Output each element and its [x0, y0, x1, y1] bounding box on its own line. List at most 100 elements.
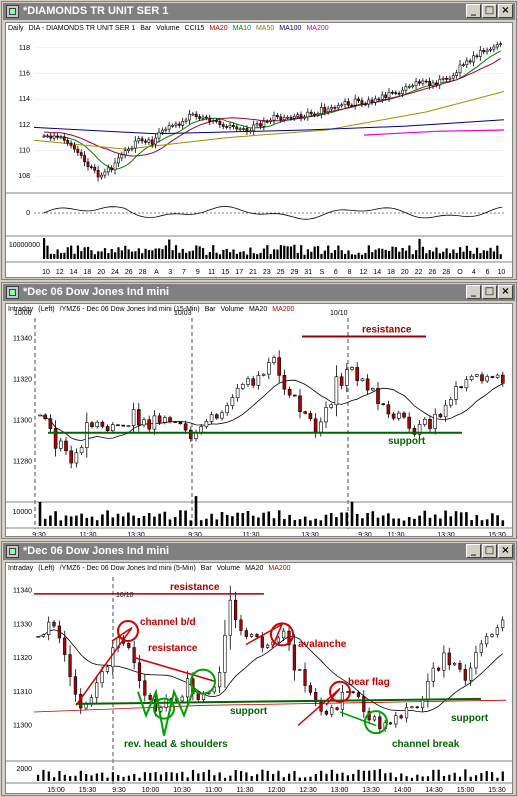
- intraday5-bar: [447, 652, 451, 666]
- maximize-button[interactable]: □: [482, 285, 497, 299]
- volume-bar: [350, 501, 354, 526]
- maximize-button[interactable]: □: [482, 4, 497, 18]
- daily-chart-titlebar[interactable]: *DIAMONDS TR UNIT SER 1 _ □ ×: [3, 3, 515, 20]
- daily-bar: [309, 111, 313, 115]
- intraday-5min-window[interactable]: *Dec 06 Dow Jones Ind mini _ □ × Intrada…: [1, 541, 517, 796]
- volume-bar: [273, 249, 276, 259]
- daily-bar: [407, 85, 411, 88]
- volume-bar: [259, 252, 262, 259]
- intraday5-bar: [180, 696, 184, 702]
- daily-chart-window[interactable]: *DIAMONDS TR UNIT SER 1 _ □ × Daily DIA -…: [1, 1, 517, 280]
- volume-bar: [442, 251, 445, 259]
- daily-bar: [441, 77, 445, 80]
- volume-bar: [360, 254, 364, 259]
- daily-bar: [472, 55, 475, 63]
- volume-bar: [392, 518, 395, 526]
- intraday15-bar: [500, 374, 505, 384]
- intraday5-bar: [330, 707, 334, 715]
- intraday-15min-plot-area[interactable]: Intraday (Left) /YMZ6 - Dec 06 Dow Jones I…: [5, 303, 513, 537]
- intraday15-bar: [277, 357, 282, 376]
- daily-bar: [272, 115, 276, 121]
- y-tick-label: 114: [19, 96, 30, 103]
- close-button[interactable]: ×: [498, 544, 513, 558]
- volume-bar: [159, 774, 163, 781]
- x-tick-label: 25: [277, 269, 285, 276]
- close-button[interactable]: ×: [498, 4, 513, 18]
- volume-bar: [69, 516, 73, 526]
- volume-bar: [388, 250, 391, 259]
- channel-bd-label: channel b/d: [140, 617, 196, 628]
- x-tick-label: 15:30: [488, 532, 506, 537]
- volume-bar: [63, 774, 66, 781]
- maximize-button[interactable]: □: [482, 544, 497, 558]
- intraday-15min-titlebar[interactable]: *Dec 06 Dow Jones Ind mini _ □ ×: [3, 284, 515, 301]
- minimize-button[interactable]: _: [466, 544, 481, 558]
- daily-bar: [316, 113, 320, 116]
- daily-bar: [188, 113, 191, 121]
- x-tick-label: 20: [401, 269, 409, 276]
- intraday-5min-titlebar[interactable]: *Dec 06 Dow Jones Ind mini _ □ ×: [3, 543, 515, 560]
- header-item: Bar: [200, 565, 212, 572]
- daily-bar: [499, 43, 503, 45]
- intraday15-bar: [116, 424, 120, 427]
- daily-bar: [397, 92, 401, 95]
- intraday15-bar: [324, 407, 328, 423]
- intraday5-bar: [351, 691, 355, 694]
- daily-bar: [191, 113, 195, 116]
- date-marker: 10/06: [14, 310, 32, 317]
- daily-bar: [434, 82, 438, 86]
- intraday5-bar: [399, 715, 403, 719]
- daily-bar: [120, 154, 124, 159]
- intraday5-bar: [228, 599, 232, 636]
- intraday15-bar: [152, 415, 157, 430]
- daily-plot-area[interactable]: Daily DIA - DIAMONDS TR UNIT SER 1 Bar Volu…: [5, 22, 513, 278]
- volume-bar: [448, 253, 452, 259]
- daily-bar: [218, 120, 222, 125]
- volume-bar: [279, 245, 282, 259]
- volume-bar: [368, 770, 371, 781]
- volume-bar: [246, 510, 250, 526]
- intraday5-bar: [420, 699, 425, 709]
- x-tick-label: 12: [56, 269, 64, 276]
- volume-scale-label: 2000: [16, 766, 32, 773]
- volume-bar: [355, 513, 359, 526]
- volume-bar: [191, 769, 195, 781]
- volume-bar: [346, 775, 349, 781]
- volume-bar: [76, 245, 80, 259]
- close-button[interactable]: ×: [498, 285, 513, 299]
- channel-break-line: [339, 711, 377, 727]
- header-item: MA200: [306, 25, 329, 32]
- volume-bar: [95, 520, 99, 526]
- daily-bar: [79, 152, 83, 156]
- volume-bar: [242, 251, 245, 259]
- minimize-button[interactable]: _: [466, 285, 481, 299]
- intraday-5min-plot-area[interactable]: Intraday (Left) /YMZ6 - Dec 06 Dow Jones I…: [5, 562, 513, 794]
- x-tick-label: 13:00: [331, 787, 349, 794]
- volume-bar: [116, 513, 120, 526]
- minimize-button[interactable]: _: [466, 4, 481, 18]
- volume-bar: [459, 512, 463, 526]
- volume-bar: [168, 519, 172, 526]
- volume-bar: [350, 254, 353, 259]
- head-shoulders-label: rev. head & shoulders: [124, 739, 228, 750]
- volume-bar: [239, 771, 243, 781]
- daily-bar: [56, 135, 59, 138]
- support-label: support: [230, 706, 268, 717]
- volume-bar: [485, 519, 489, 526]
- volume-bar: [127, 775, 130, 781]
- intraday15-bar: [215, 414, 219, 419]
- daily-bar: [204, 116, 208, 119]
- intraday5-bar: [485, 636, 489, 645]
- y-tick-label: 11300: [13, 723, 32, 730]
- daily-bar: [127, 148, 130, 152]
- daily-bar: [485, 49, 489, 53]
- daily-bar: [390, 91, 394, 94]
- intraday-15min-window[interactable]: *Dec 06 Dow Jones Ind mini _ □ × Intrada…: [1, 282, 517, 539]
- daily-bar: [326, 108, 330, 113]
- daily-bar: [113, 162, 117, 171]
- intraday15-bar: [235, 387, 240, 398]
- daily-bar: [110, 167, 114, 171]
- intraday15-bar: [64, 440, 68, 452]
- volume-bar: [161, 249, 164, 259]
- intraday5-bar: [100, 671, 104, 684]
